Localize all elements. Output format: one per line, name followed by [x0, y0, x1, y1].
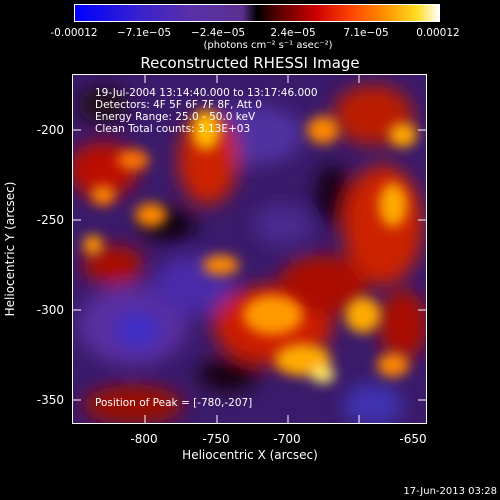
colorbar-tick-label: -0.00012: [50, 27, 98, 39]
colorbar-gradient: [75, 5, 439, 21]
colorbar-tick-label: −7.1e−05: [116, 27, 172, 39]
x-axis-label: Heliocentric X (arcsec): [182, 448, 318, 462]
timestamp: 17-Jun-2013 03:28: [403, 486, 497, 497]
peak-position-label: Position of Peak = [-780,-207]: [95, 397, 253, 409]
rhessi-image-canvas: [73, 75, 426, 423]
colorbar-tick-label: 2.4e−05: [270, 27, 316, 39]
rhessi-image-plot: 19-Jul-2004 13:14:40.000 to 13:17:46.000…: [72, 74, 427, 424]
axis-ticks: [73, 75, 426, 423]
info-energy-range: Energy Range: 25.0 - 50.0 keV: [95, 111, 256, 123]
colorbar: [74, 4, 440, 22]
x-tick-label: -750: [202, 432, 230, 446]
info-detectors: Detectors: 4F 5F 6F 7F 8F, Att 0: [95, 99, 262, 111]
colorbar-tick-label: 0.00012: [416, 27, 460, 39]
y-axis-label: Heliocentric Y (arcsec): [3, 181, 17, 317]
y-tick-label: -200: [36, 123, 64, 137]
x-tick-label: -700: [273, 432, 301, 446]
y-tick-label: -300: [36, 303, 64, 317]
x-tick-label: -650: [399, 432, 427, 446]
plot-title: Reconstructed RHESSI Image: [140, 54, 360, 72]
info-time-range: 19-Jul-2004 13:14:40.000 to 13:17:46.000: [95, 87, 318, 99]
y-tick-label: -250: [36, 213, 64, 227]
colorbar-tick-label: −2.4e−05: [190, 27, 246, 39]
y-tick-label: -350: [36, 393, 64, 407]
colorbar-units: (photons cm⁻² s⁻¹ asec⁻²): [203, 40, 333, 51]
colorbar-tick-label: 7.1e−05: [343, 27, 389, 39]
info-clean-counts: Clean Total counts: 3.13E+03: [95, 123, 251, 135]
x-tick-label: -800: [130, 432, 158, 446]
